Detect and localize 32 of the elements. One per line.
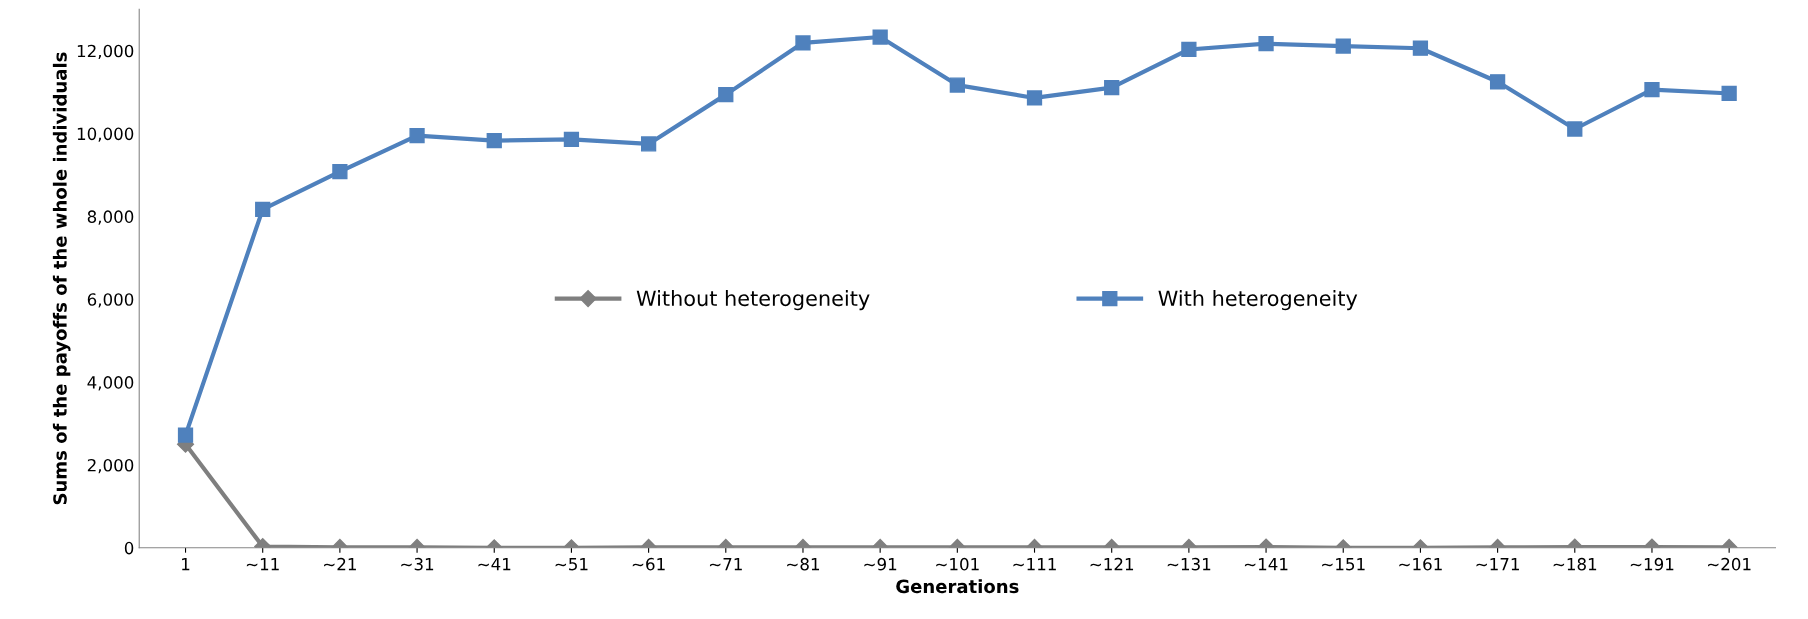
x-tick-label: ~21 bbox=[324, 557, 356, 571]
x-tick-label: ~111 bbox=[1013, 558, 1056, 571]
x-tick-label: ~141 bbox=[1244, 558, 1288, 571]
x-tick-label: ~201 bbox=[1708, 557, 1751, 571]
x-tick-label: ~11 bbox=[246, 558, 279, 571]
y-tick-label: 2,000 bbox=[87, 458, 134, 474]
x-axis-title: Generations bbox=[896, 579, 1019, 594]
x-tick-label: ~121 bbox=[1090, 557, 1134, 571]
x-tick-label: ~161 bbox=[1399, 557, 1442, 571]
x-tick-label: ~61 bbox=[632, 557, 665, 571]
legend-label: With heterogeneity bbox=[1158, 290, 1358, 311]
x-tick-label: ~171 bbox=[1476, 558, 1519, 571]
x-tick-label: ~151 bbox=[1322, 558, 1365, 571]
x-tick-label: ~51 bbox=[555, 558, 588, 571]
x-tick-label: ~71 bbox=[709, 558, 742, 571]
legend-label: Without heterogeneity bbox=[636, 290, 870, 311]
x-tick-label: ~41 bbox=[478, 558, 511, 571]
x-tick-label: ~131 bbox=[1167, 557, 1211, 571]
y-tick-label: 6,000 bbox=[87, 293, 134, 308]
x-tick-label: ~181 bbox=[1553, 557, 1597, 571]
y-tick-label: 0 bbox=[124, 541, 134, 555]
y-tick-label: 12,000 bbox=[77, 44, 134, 59]
x-tick-label: ~101 bbox=[936, 557, 979, 571]
x-tick-label: 1 bbox=[182, 558, 190, 571]
x-tick-label: ~191 bbox=[1630, 557, 1674, 571]
y-tick-label: 10,000 bbox=[77, 127, 134, 142]
y-tick-label: 4,000 bbox=[87, 376, 134, 391]
y-axis-title: Sums of the payoffs of the whole individuals bbox=[52, 52, 71, 505]
y-tick-label: 8,000 bbox=[87, 210, 134, 225]
x-tick-label: ~91 bbox=[864, 557, 897, 571]
x-tick-label: ~81 bbox=[787, 557, 820, 571]
x-tick-label: ~31 bbox=[401, 557, 434, 571]
